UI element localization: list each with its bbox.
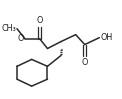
Text: O: O [36, 16, 43, 25]
Text: O: O [18, 34, 24, 43]
Text: O: O [81, 58, 88, 67]
Text: CH₃: CH₃ [1, 24, 16, 33]
Text: OH: OH [101, 33, 113, 42]
